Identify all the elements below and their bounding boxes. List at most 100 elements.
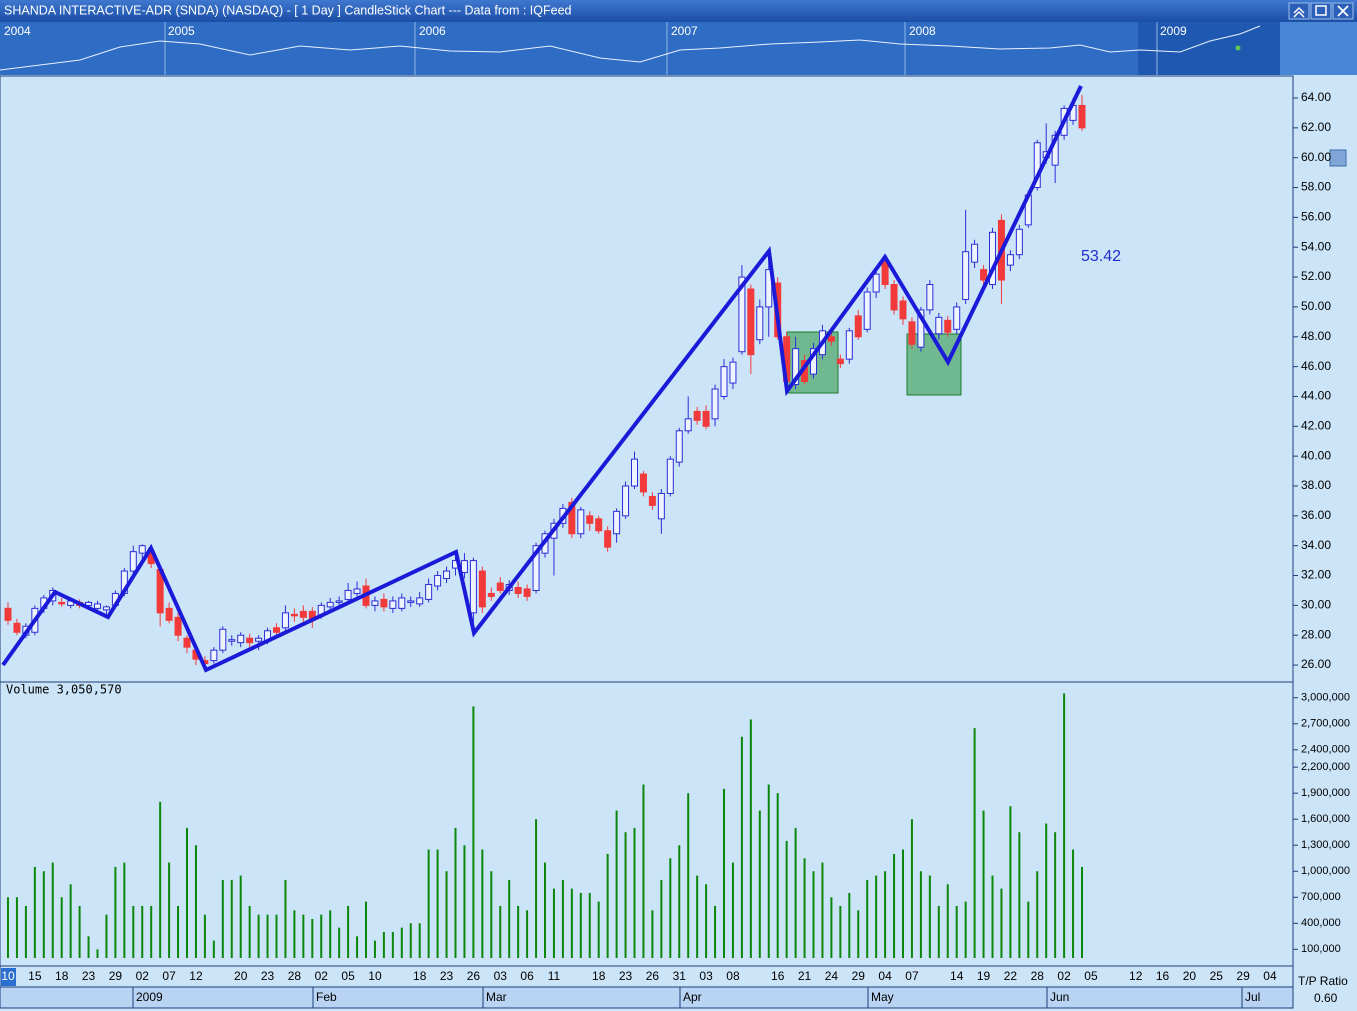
volume-bar (481, 849, 484, 958)
x-tick-label: 04 (1263, 969, 1277, 983)
volume-bar (776, 793, 779, 958)
volume-bar (212, 940, 215, 958)
volume-bar (472, 706, 475, 958)
x-tick-label: 05 (1084, 969, 1098, 983)
volume-bar (168, 862, 171, 958)
volume-bar (902, 849, 904, 958)
trend-zigzag[interactable] (1, 85, 1083, 673)
price-pane (0, 75, 1294, 683)
candle-body (971, 243, 979, 263)
candle-body (532, 545, 540, 591)
candle-body (631, 458, 638, 487)
volume-bar (391, 931, 394, 958)
candle-body (836, 358, 844, 365)
y-tick-label: 62.00 (1301, 120, 1331, 134)
candle-body (469, 560, 477, 614)
volume-bar (239, 875, 242, 958)
overview-strip[interactable] (0, 22, 1280, 75)
overview-window[interactable] (1138, 22, 1280, 75)
overview-year: 2005 (168, 24, 195, 38)
month-label: 2009 (136, 990, 163, 1004)
volume-bar (955, 905, 958, 958)
candle-body (228, 639, 236, 642)
candle-body (371, 600, 379, 606)
highlight-box[interactable] (906, 333, 962, 396)
y-tick-label: 52.00 (1301, 269, 1331, 283)
candle-body (389, 600, 397, 609)
overview-year: 2009 (1160, 24, 1187, 38)
candle-body (102, 606, 110, 611)
candle-body (827, 336, 835, 342)
volume-bar (749, 719, 752, 958)
window-buttons[interactable] (1288, 2, 1354, 20)
volume-bar (177, 905, 180, 958)
overview-right (1280, 22, 1357, 75)
volume-bar (1027, 901, 1030, 958)
x-tick-label: 18 (413, 969, 427, 983)
volume-bar (24, 905, 27, 958)
candle-body (478, 570, 486, 608)
x-tick-label: 24 (825, 969, 839, 983)
axis-icon[interactable] (1329, 149, 1347, 167)
candle-body (845, 330, 853, 360)
x-tick-label: 20 (234, 969, 248, 983)
volume-bar (767, 784, 770, 958)
x-tick-label: 08 (726, 969, 740, 983)
y-tick-label: 2,200,000 (1301, 761, 1350, 773)
x-tick-label: 12 (189, 969, 203, 983)
volume-bar (561, 879, 564, 958)
x-tick-label: 12 (1129, 969, 1143, 983)
y-tick-label: 56.00 (1301, 210, 1331, 224)
close-icon (1337, 5, 1349, 17)
volume-bar (696, 875, 699, 958)
month-label: Jun (1050, 990, 1069, 1004)
y-tick-label: 48.00 (1301, 329, 1331, 343)
y-tick-label: 38.00 (1301, 478, 1331, 492)
y-tick-label: 64.00 (1301, 90, 1331, 104)
volume-bar (535, 819, 538, 958)
volume-bar (499, 905, 502, 958)
candle-body (604, 530, 612, 548)
x-tick-label: 19 (977, 969, 991, 983)
volume-bar (418, 923, 421, 958)
volume-bar (365, 901, 367, 958)
x-tick-label: 23 (440, 969, 454, 983)
y-tick-label: 1,900,000 (1301, 787, 1350, 799)
x-tick-label: 14 (950, 969, 964, 983)
candle-body (890, 284, 898, 311)
x-tick-label: 28 (288, 969, 302, 983)
candle-body (989, 231, 996, 286)
volume-bar (132, 905, 135, 958)
candle-body (335, 600, 343, 603)
volume-bar (1009, 806, 1012, 958)
volume-bar (660, 879, 663, 958)
x-tick-label: 31 (673, 969, 687, 983)
candle-body (693, 410, 701, 421)
volume-bar (597, 901, 600, 958)
x-tick-label: 15 (28, 969, 42, 983)
volume-bar (919, 871, 922, 958)
volume-bar (42, 871, 45, 958)
volume-bar (723, 788, 725, 958)
footer-label: T/P Ratio (1298, 974, 1348, 988)
x-tick-label: 10 (368, 969, 382, 983)
candle-body (416, 597, 424, 605)
volume-bar (910, 819, 913, 958)
volume-bar (427, 849, 430, 958)
x-tick-label: 29 (852, 969, 866, 983)
candle-body (460, 560, 468, 574)
candle-body (953, 306, 961, 330)
volume-bar (114, 866, 117, 958)
candle-body (443, 570, 451, 580)
volume-bar (150, 905, 153, 958)
volume-bar (382, 931, 385, 958)
candle-body (1006, 254, 1014, 266)
candle-body (299, 610, 307, 618)
candle-body (720, 366, 728, 397)
volume-bar (15, 897, 18, 958)
candle-body (1015, 228, 1023, 256)
volume-title: Volume 3,050,570 (6, 683, 122, 697)
x-tick-label: 18 (55, 969, 69, 983)
price-annotation: 53.42 (1081, 248, 1121, 265)
